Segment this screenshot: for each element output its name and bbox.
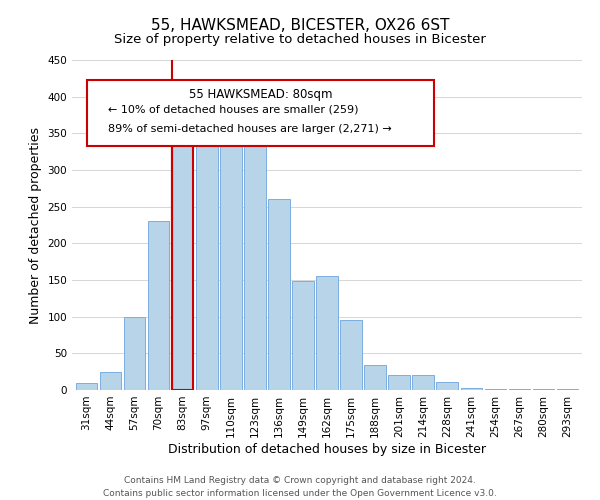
Bar <box>100 372 121 390</box>
Text: Size of property relative to detached houses in Bicester: Size of property relative to detached ho… <box>114 32 486 46</box>
Bar <box>244 128 266 390</box>
Bar <box>340 320 362 390</box>
Bar <box>220 115 242 390</box>
Bar <box>124 316 145 390</box>
Bar <box>148 222 169 390</box>
Text: 89% of semi-detached houses are larger (2,271) →: 89% of semi-detached houses are larger (… <box>108 124 391 134</box>
Bar <box>412 374 434 390</box>
Bar <box>364 365 386 390</box>
Bar <box>196 118 218 390</box>
Bar <box>292 282 314 390</box>
Text: 55 HAWKSMEAD: 80sqm: 55 HAWKSMEAD: 80sqm <box>189 88 332 101</box>
Bar <box>172 122 193 390</box>
Bar <box>388 374 410 390</box>
FancyBboxPatch shape <box>88 80 434 146</box>
Bar <box>316 276 338 390</box>
Text: 55, HAWKSMEAD, BICESTER, OX26 6ST: 55, HAWKSMEAD, BICESTER, OX26 6ST <box>151 18 449 32</box>
Bar <box>268 200 290 390</box>
Bar <box>436 382 458 390</box>
Y-axis label: Number of detached properties: Number of detached properties <box>29 126 42 324</box>
Text: Contains HM Land Registry data © Crown copyright and database right 2024.
Contai: Contains HM Land Registry data © Crown c… <box>103 476 497 498</box>
Bar <box>76 382 97 390</box>
X-axis label: Distribution of detached houses by size in Bicester: Distribution of detached houses by size … <box>168 442 486 456</box>
Text: ← 10% of detached houses are smaller (259): ← 10% of detached houses are smaller (25… <box>108 104 358 115</box>
Bar <box>461 388 482 390</box>
